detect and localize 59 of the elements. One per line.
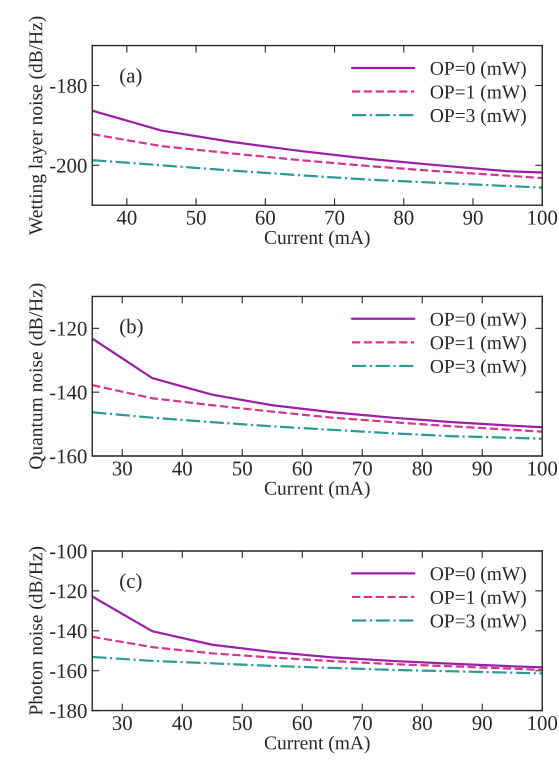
- x-tick-label: 100: [528, 461, 558, 476]
- x-tick-label: 90: [472, 461, 492, 476]
- x-tick-label: 50: [233, 716, 252, 730]
- x-axis-title: Current (mA): [264, 481, 370, 499]
- x-tick-label: 70: [353, 716, 372, 730]
- x-tick-label: 100: [528, 716, 558, 730]
- legend-label: OP=1 (mW): [430, 590, 526, 608]
- x-tick-label: 50: [186, 210, 206, 225]
- legend-label: OP=1 (mW): [430, 336, 526, 354]
- line-series: [92, 133, 542, 180]
- x-tick-label: 70: [353, 461, 372, 476]
- y-tick-label: -160: [50, 449, 87, 464]
- annotation: (a): [120, 68, 142, 87]
- x-tick-label: 100: [528, 210, 558, 225]
- x-tick-label: 60: [292, 716, 312, 730]
- line-series: [92, 411, 542, 440]
- x-tick-label: 50: [233, 461, 252, 476]
- line-series: [92, 656, 542, 675]
- x-tick-label: 70: [325, 210, 344, 225]
- x-tick-label: 40: [116, 210, 136, 225]
- line-series: [92, 636, 542, 672]
- line-series: [92, 159, 542, 189]
- annotation: (b): [120, 318, 143, 338]
- y-tick-label: -200: [50, 158, 87, 173]
- x-tick-label: 90: [472, 716, 492, 730]
- x-tick-label: 90: [463, 210, 483, 225]
- legend-label: OP=0 (mW): [430, 61, 526, 79]
- line-series: [92, 110, 542, 174]
- y-tick-label: -100: [50, 544, 87, 558]
- line-series: [92, 384, 542, 433]
- x-tick-label: 80: [412, 461, 432, 476]
- y-axis-title: Wetting layer noise (dB/Hz): [28, 16, 46, 236]
- y-tick-label: -160: [50, 664, 87, 678]
- x-tick-label: 80: [412, 716, 432, 730]
- x-tick-label: 60: [256, 210, 275, 225]
- legend-label: OP=0 (mW): [430, 566, 526, 584]
- legend-label: OP=3 (mW): [430, 614, 526, 632]
- legend-label: OP=0 (mW): [430, 312, 526, 330]
- x-axis-title: Current (mA): [264, 736, 370, 754]
- y-axis-title: Quantum noise (dB/Hz): [28, 284, 46, 469]
- y-axis-title: Photon noise (dB/Hz): [28, 546, 46, 716]
- y-tick-label: -120: [50, 584, 87, 598]
- x-tick-label: 30: [112, 716, 132, 730]
- y-tick-label: -180: [50, 704, 87, 718]
- y-tick-label: -120: [50, 322, 87, 336]
- x-axis-title: Current (mA): [264, 230, 370, 248]
- legend-label: OP=3 (mW): [430, 359, 526, 377]
- legend-label: OP=3 (mW): [430, 108, 526, 126]
- x-tick-label: 80: [394, 210, 414, 225]
- line-series: [92, 337, 542, 428]
- annotation: (c): [120, 573, 142, 592]
- x-tick-label: 60: [292, 461, 312, 476]
- y-tick-label: -140: [50, 386, 87, 400]
- y-tick-label: -140: [50, 624, 87, 638]
- y-tick-label: -180: [50, 78, 87, 93]
- legend-label: OP=1 (mW): [430, 84, 526, 102]
- x-tick-label: 30: [112, 461, 132, 476]
- x-tick-label: 40: [172, 461, 192, 476]
- x-tick-label: 40: [172, 716, 192, 730]
